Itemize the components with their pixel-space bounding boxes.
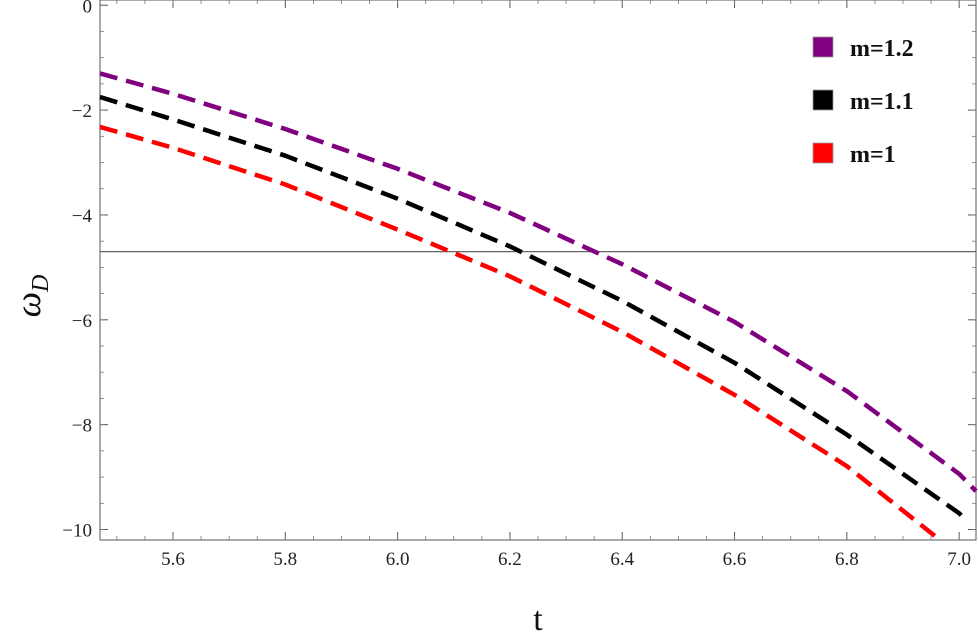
y-tick-label: −6 [72,311,92,332]
legend-swatch [812,89,834,111]
y-tick-label: −2 [72,101,92,122]
y-axis-title-sub: D [28,275,54,293]
x-tick-label: 6.4 [610,549,634,570]
legend-label: m=1.1 [850,89,914,115]
series-line-2 [99,94,967,521]
series-line-3 [99,124,939,540]
legend-swatch [812,36,834,58]
series-group [99,71,978,540]
y-axis-title: ωD [8,275,54,318]
legend-label: m=1.2 [850,36,914,62]
y-tick-label: −8 [72,416,92,437]
x-tick-label: 6.0 [386,549,410,570]
series-line-1 [99,71,978,493]
legend-label: m=1 [850,142,896,168]
y-tick-label: −10 [62,521,92,542]
y-axis-title-main: ω [8,292,48,317]
svg-text:ωD: ωD [8,275,54,318]
x-tick-label: 5.8 [273,549,297,570]
tick-labels: 5.6 5.8 6.0 6.2 6.4 6.6 6.8 7.0 0 −2 −4 −6 −8 −10 [62,0,971,570]
legend: m=1.2 m=1.1 m=1 [812,36,914,168]
x-tick-label: 7.0 [947,549,971,570]
x-tick-label: 6.6 [723,549,747,570]
legend-swatch [812,142,834,164]
x-tick-label: 5.6 [161,549,185,570]
y-tick-label: −4 [72,206,93,227]
plot-frame [99,0,977,541]
y-tick-label: 0 [83,0,93,17]
x-axis-title: t [533,601,543,638]
tick-marks [100,0,976,540]
x-tick-label: 6.8 [835,549,859,570]
x-tick-label: 6.2 [498,549,522,570]
